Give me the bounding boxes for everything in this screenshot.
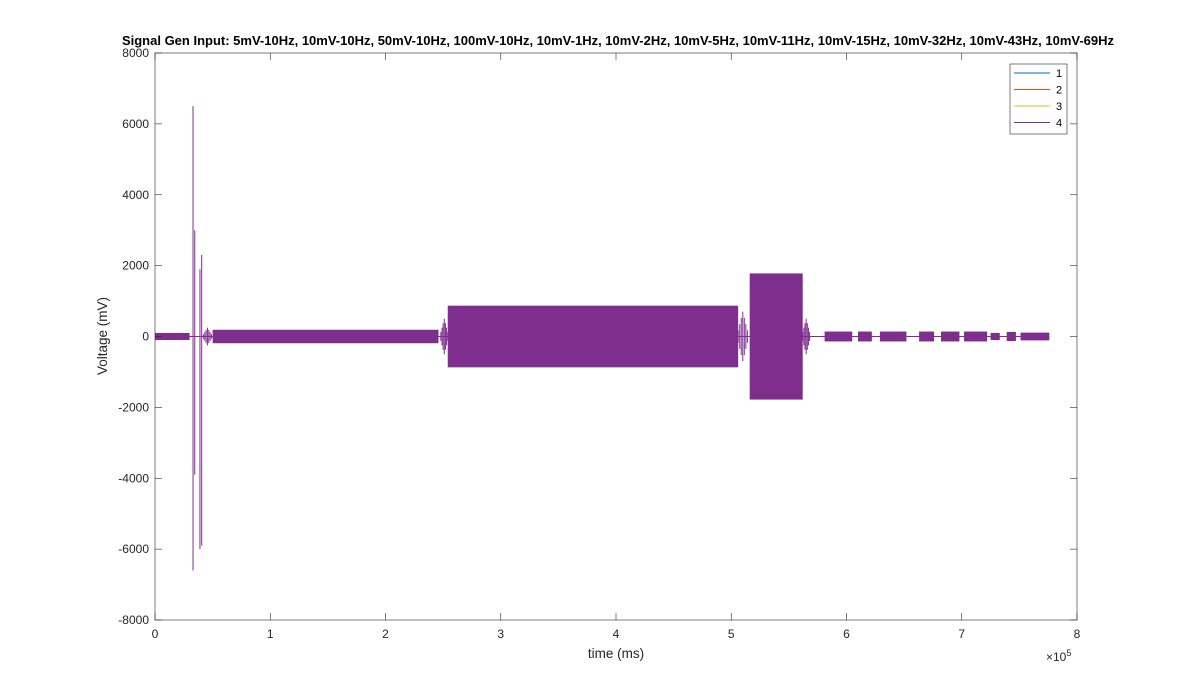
y-tick-label: 4000 xyxy=(122,188,149,202)
x-tick-label: 4 xyxy=(613,627,620,641)
oscillation-block xyxy=(990,332,1000,341)
oscillation-block xyxy=(155,332,190,341)
oscillation-block xyxy=(1006,331,1016,342)
y-tick-label: 6000 xyxy=(122,117,149,131)
oscillation-block xyxy=(964,331,988,342)
y-tick-label: -2000 xyxy=(118,400,149,414)
y-tick-label: 8000 xyxy=(122,46,149,60)
y-tick-label: -8000 xyxy=(118,613,149,627)
x-tick-label: 8 xyxy=(1074,627,1081,641)
legend-label-3: 3 xyxy=(1056,101,1062,113)
y-tick-label: -4000 xyxy=(118,471,149,485)
data-layer xyxy=(155,106,1050,571)
oscillation-block xyxy=(212,329,439,344)
y-tick-label: 0 xyxy=(142,330,149,344)
y-axis-label: Voltage (mV) xyxy=(95,297,110,375)
oscillation-block xyxy=(824,331,853,342)
x-tick-label: 1 xyxy=(267,627,274,641)
oscillation-block xyxy=(919,331,935,342)
x-tick-label: 3 xyxy=(497,627,504,641)
legend-label-1: 1 xyxy=(1056,68,1062,80)
x-tick-label: 2 xyxy=(382,627,389,641)
oscillation-block xyxy=(941,331,960,342)
x-tick-label: 7 xyxy=(958,627,965,641)
x-tick-label: 0 xyxy=(152,627,159,641)
chart-title: Signal Gen Input: 5mV-10Hz, 10mV-10Hz, 5… xyxy=(122,33,1115,48)
x-exponent-label: ×105 xyxy=(1046,648,1071,664)
x-axis-label: time (ms) xyxy=(588,646,644,661)
oscillation-block xyxy=(1020,332,1050,341)
oscillation-block xyxy=(858,331,872,342)
legend-label-4: 4 xyxy=(1056,118,1062,130)
y-tick-label: -6000 xyxy=(118,542,149,556)
x-tick-label: 5 xyxy=(728,627,735,641)
legend-label-2: 2 xyxy=(1056,85,1062,97)
legend: 1 2 3 4 xyxy=(1009,63,1068,135)
x-exponent-base: ×10 xyxy=(1046,650,1067,664)
tick-layer: 0 1 2 3 4 5 6 7 8 -8000 -6000 -4000 -2000 0 2000 4000 60… xyxy=(118,46,1080,641)
oscillation-block xyxy=(879,331,907,342)
oscillation-block xyxy=(447,305,739,368)
x-exponent-power: 5 xyxy=(1066,648,1071,658)
x-tick-label: 6 xyxy=(843,627,850,641)
y-tick-label: 2000 xyxy=(122,259,149,273)
oscillation-block xyxy=(749,273,803,400)
series-4 xyxy=(155,106,1050,571)
